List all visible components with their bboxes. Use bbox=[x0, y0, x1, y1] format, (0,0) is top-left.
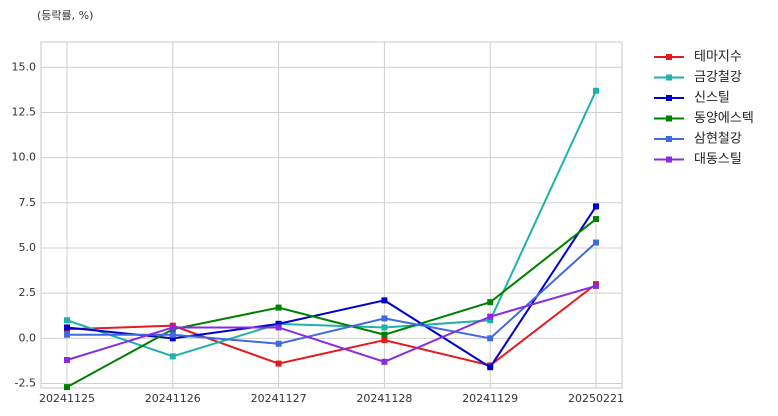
legend-marker bbox=[666, 115, 672, 122]
series-line bbox=[66, 90, 597, 358]
point-marker bbox=[169, 324, 176, 331]
point-marker bbox=[593, 239, 599, 246]
point-marker bbox=[487, 317, 494, 324]
point-marker bbox=[381, 358, 388, 365]
point-marker bbox=[275, 324, 282, 331]
point-marker bbox=[593, 282, 599, 289]
series-line bbox=[67, 241, 597, 345]
point-marker bbox=[169, 331, 176, 338]
y-tick-label: 7.5 bbox=[19, 196, 37, 209]
series-line bbox=[66, 283, 597, 367]
point-marker bbox=[381, 331, 388, 338]
point-marker bbox=[381, 337, 388, 344]
point-marker bbox=[381, 324, 388, 331]
point-marker bbox=[593, 216, 599, 223]
point-marker bbox=[169, 335, 176, 342]
legend-label: 삼현철강 bbox=[694, 132, 742, 147]
point-marker bbox=[64, 356, 70, 363]
y-tick-label: 15.0 bbox=[12, 60, 37, 73]
legend-label: 대동스틸 bbox=[694, 152, 742, 167]
legend-marker bbox=[666, 136, 672, 142]
y-tick-label: 10.0 bbox=[12, 151, 37, 164]
point-marker bbox=[275, 304, 282, 311]
point-marker bbox=[593, 87, 599, 94]
x-tick-label: 20241128 bbox=[356, 392, 412, 405]
legend-marker bbox=[666, 74, 672, 81]
point-marker bbox=[64, 331, 70, 338]
point-marker bbox=[487, 299, 494, 306]
y-tick-label: 5.0 bbox=[19, 241, 37, 254]
x-tick-label: 20241125 bbox=[39, 392, 95, 405]
point-marker bbox=[169, 353, 176, 360]
legend-marker bbox=[666, 95, 672, 101]
legend-marker bbox=[666, 156, 672, 163]
legend-label: 동양에스텍 bbox=[694, 111, 754, 126]
y-axis-label: (등락률, %) bbox=[37, 9, 93, 22]
series-line bbox=[66, 205, 597, 369]
series-line bbox=[66, 218, 597, 388]
x-tick-label: 20241127 bbox=[251, 392, 307, 405]
legend-marker bbox=[666, 54, 672, 60]
point-marker bbox=[64, 324, 70, 331]
y-tick-label: 2.5 bbox=[19, 286, 37, 299]
legend-label: 금강철강 bbox=[694, 70, 742, 85]
series-line bbox=[66, 284, 597, 363]
point-marker bbox=[487, 335, 494, 342]
point-marker bbox=[275, 320, 282, 327]
legend-label: 테마지수 bbox=[694, 50, 742, 65]
legend-label: 신스틸 bbox=[694, 91, 730, 106]
point-marker bbox=[487, 313, 494, 320]
x-tick-label: 20241126 bbox=[145, 392, 201, 405]
y-tick-label: 0.0 bbox=[19, 331, 37, 344]
y-tick-label: -2.5 bbox=[15, 376, 36, 389]
x-tick-label: 20250221 bbox=[568, 392, 624, 405]
point-marker bbox=[64, 384, 70, 391]
plot-frame bbox=[40, 41, 623, 389]
x-tick-label: 20241129 bbox=[462, 392, 518, 405]
point-marker bbox=[64, 317, 70, 324]
y-tick-label: 12.5 bbox=[12, 105, 37, 118]
point-marker bbox=[275, 360, 282, 367]
point-marker bbox=[381, 297, 388, 304]
point-marker bbox=[275, 340, 282, 347]
point-marker bbox=[487, 364, 494, 371]
point-marker bbox=[593, 203, 599, 210]
point-marker bbox=[381, 315, 388, 322]
